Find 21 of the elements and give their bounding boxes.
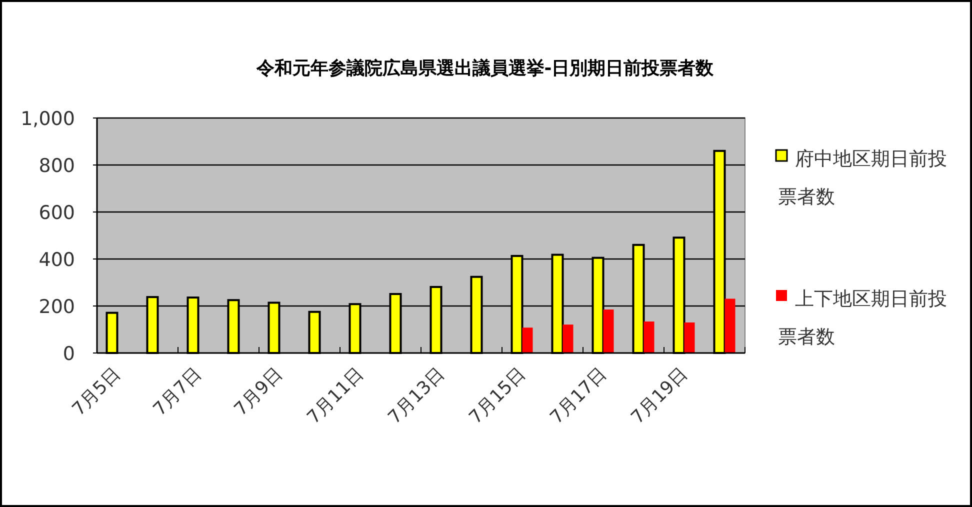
- y-tick-label: 0: [62, 343, 75, 365]
- x-tick-label: 7月15日: [465, 364, 530, 428]
- bar: [603, 310, 614, 353]
- x-tick-label: 7月19日: [627, 364, 692, 428]
- x-tick-label: 7月5日: [68, 364, 125, 420]
- bar: [724, 298, 736, 353]
- x-tick-label: 7月7日: [149, 364, 206, 420]
- x-tick-label: 7月17日: [546, 364, 611, 428]
- y-tick-label: 800: [38, 155, 75, 177]
- y-tick-label: 600: [38, 202, 75, 224]
- y-tick-label: 200: [38, 296, 75, 318]
- bar: [562, 324, 574, 353]
- bar: [522, 328, 533, 353]
- chart-title: 令和元年参議院広島県選出議員選挙-日別期日前投票者数: [255, 58, 715, 79]
- bar: [684, 322, 695, 353]
- bar: [644, 322, 654, 353]
- x-tick-label: 7月11日: [303, 364, 368, 428]
- x-tick-label: 7月13日: [384, 364, 449, 428]
- y-tick-label: 400: [38, 249, 75, 271]
- y-tick-label: 1,000: [20, 108, 75, 130]
- x-tick-label: 7月9日: [230, 364, 287, 420]
